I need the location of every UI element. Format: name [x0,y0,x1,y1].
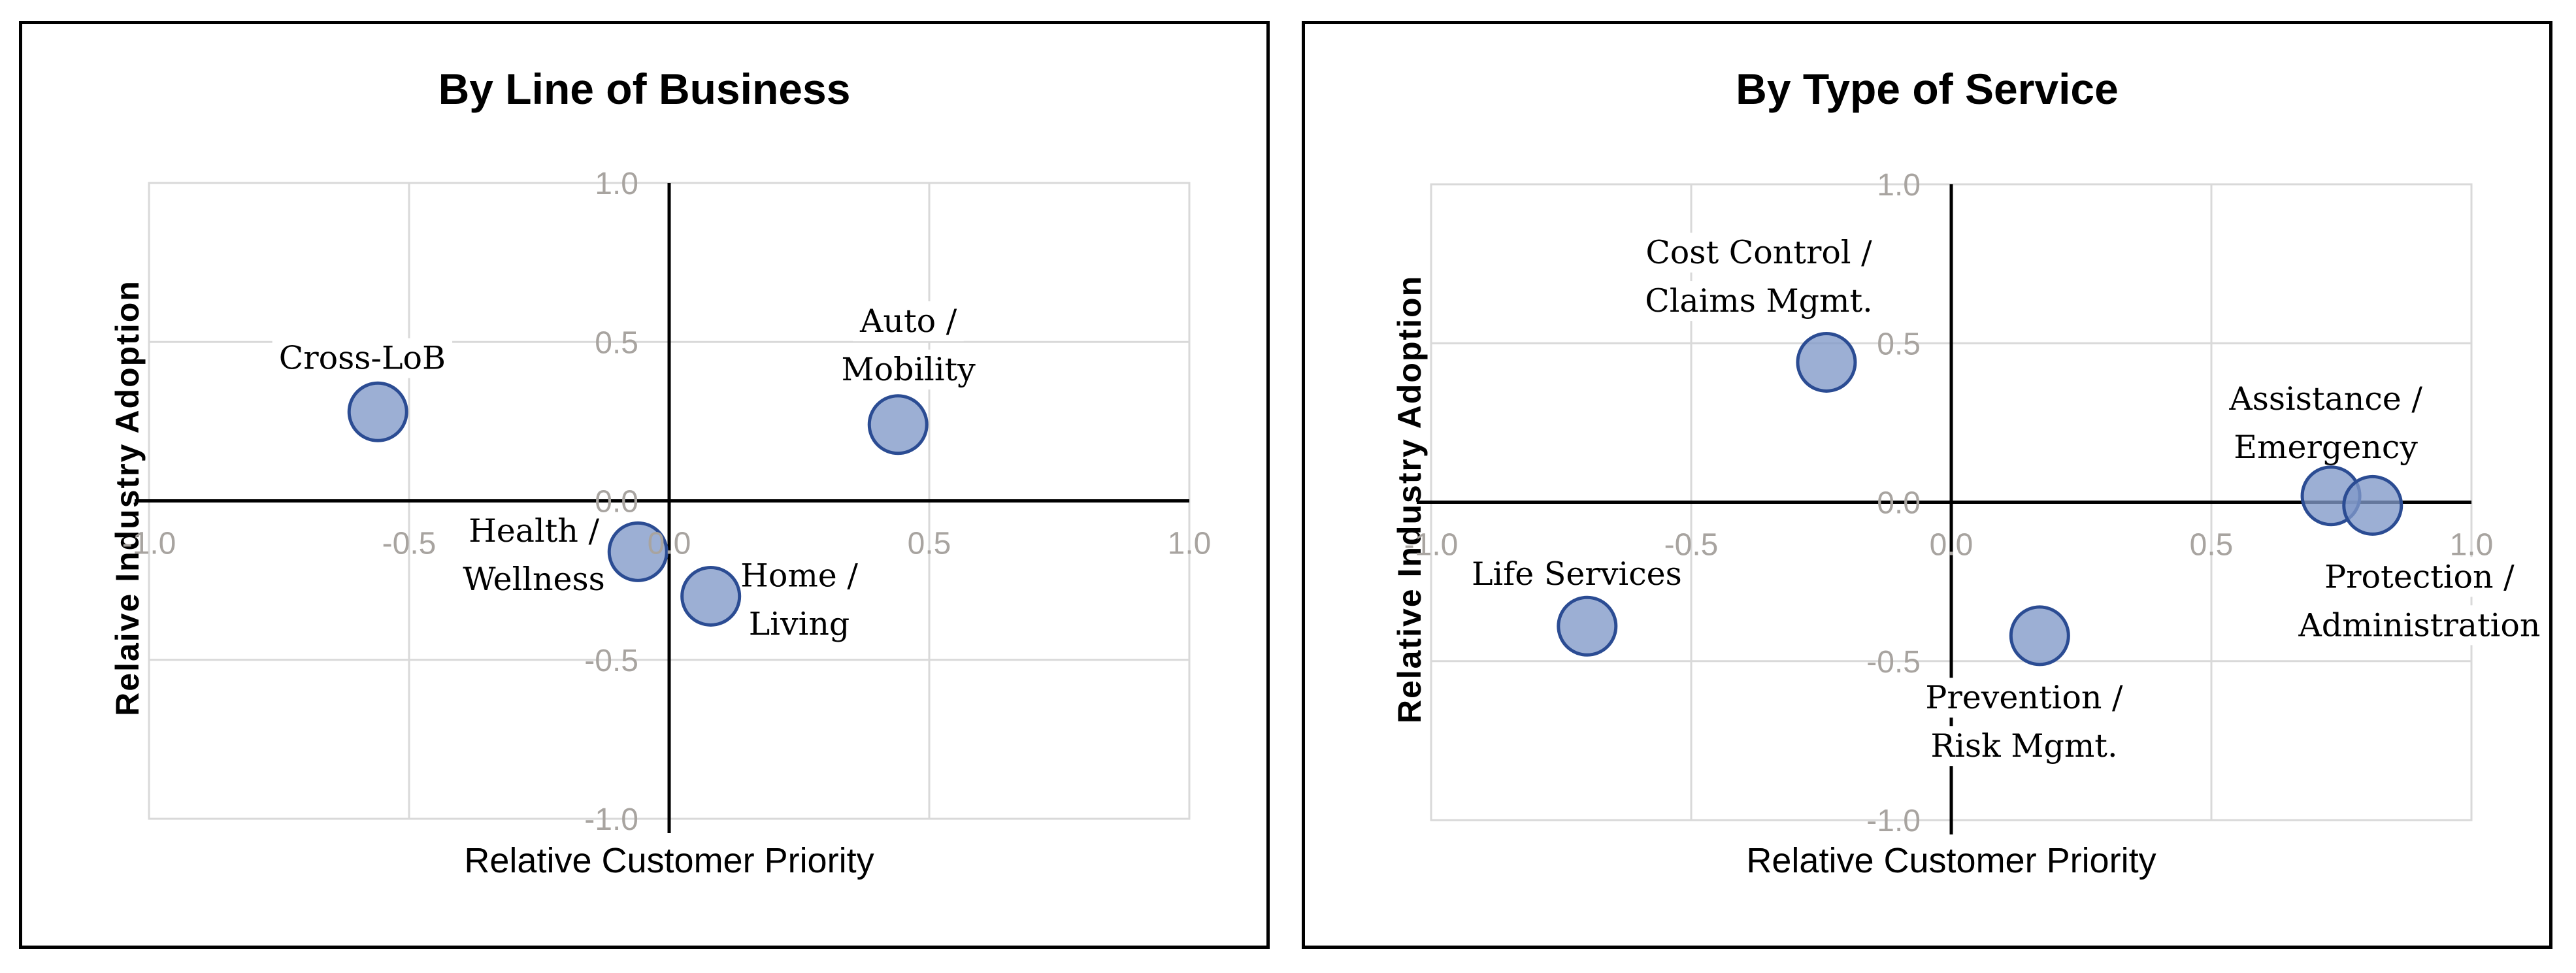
data-point-label-line: Wellness [463,561,605,598]
x-tick-label: -0.5 [382,527,437,561]
data-point-label: Assistance / Emergency [2222,378,2430,467]
data-point [1796,331,1857,393]
data-point-label-line: Administration [2298,606,2540,644]
x-tick-label: 1.0 [1168,527,1212,561]
data-point-label-line: Living [749,605,850,642]
data-point-label-background [2318,557,2522,597]
chart-panel-by-line-of-business [19,21,1270,949]
data-point-label: Prevention / Risk Mgmt. [1919,678,2130,767]
x-axis-title-right: Relative Customer Priority [1746,841,2156,880]
data-point-label: Protection / Administration [2291,557,2547,646]
data-point-label-background [456,559,612,600]
y-tick-label: 0.0 [595,485,638,519]
y-tick-label: -0.5 [584,644,638,678]
data-point [2342,474,2403,536]
data-point-label: Cross-LoB [272,338,453,378]
y-tick-label: 0.5 [595,325,638,360]
x-tick-label: 0.5 [908,527,951,561]
data-point-label-background [1639,233,1879,273]
data-point [1557,595,1618,657]
data-point-label-background [462,511,606,552]
data-point-label-background [1638,281,1879,322]
data-point-label-background [2227,427,2425,467]
data-point-label: Home / Living [734,555,865,644]
data-point-label-background [742,604,857,644]
y-tick-label: 0.0 [1877,486,1921,521]
data-point-label: Cost Control / Claims Mgmt. [1638,233,1879,322]
x-tick-label: 0.0 [1930,528,1973,563]
y-tick-label: 1.0 [595,167,638,201]
data-point-label-background [272,338,453,378]
data-point-label-background [1919,678,2130,718]
data-point-label-background [853,301,964,342]
data-point-label-line: Emergency [2234,429,2418,466]
chart-title-left: By Line of Business [438,65,851,113]
x-tick-label: 1.0 [2450,528,2494,563]
chart-title-right: By Type of Service [1736,65,2119,113]
data-point-label-background [2222,378,2430,419]
x-tick-label: -1.0 [1404,528,1459,563]
data-point-label-line: Health / [469,512,599,550]
data-point [2009,605,2070,667]
data-point [867,394,929,455]
data-point-label-line: Prevention / [1925,679,2123,716]
data-point-label-line: Cost Control / [1645,234,1872,271]
data-point-label-line: Protection / [2324,558,2515,595]
data-point-label-line: Life Services [1472,555,1682,593]
data-point-label-line: Auto / [859,303,957,340]
data-point-label: Auto / Mobility [834,301,983,390]
x-tick-label: 0.0 [648,527,691,561]
data-point-label: Health / Wellness [456,511,612,600]
y-tick-label: 1.0 [1877,168,1921,203]
x-tick-label: 0.5 [2190,528,2234,563]
data-point [680,565,742,627]
data-point-label-line: Mobility [841,351,976,388]
y-tick-label: -1.0 [1866,804,1921,838]
data-point-label-background [734,555,865,596]
y-tick-label: 0.5 [1877,327,1921,361]
x-tick-label: -0.5 [1664,528,1719,563]
x-axis-title-left: Relative Customer Priority [464,841,874,880]
data-point [347,381,408,442]
y-tick-label: -0.5 [1866,645,1921,680]
data-point-label-line: Risk Mgmt. [1930,727,2117,765]
data-point-label-background [2291,605,2547,646]
y-tick-label: -1.0 [584,802,638,837]
data-point-label-background [834,350,983,390]
x-tick-label: -1.0 [122,527,176,561]
data-point-label-line: Home / [740,557,858,594]
data-point-label: Life Services [1464,553,1689,594]
data-point-label-line: Assistance / [2228,380,2422,418]
data-point-label-background [1464,553,1689,594]
data-point-label-line: Claims Mgmt. [1645,282,1873,320]
data-point [607,521,669,582]
data-point-label-background [1924,726,2124,767]
data-point-label-line: Cross-LoB [279,340,446,377]
